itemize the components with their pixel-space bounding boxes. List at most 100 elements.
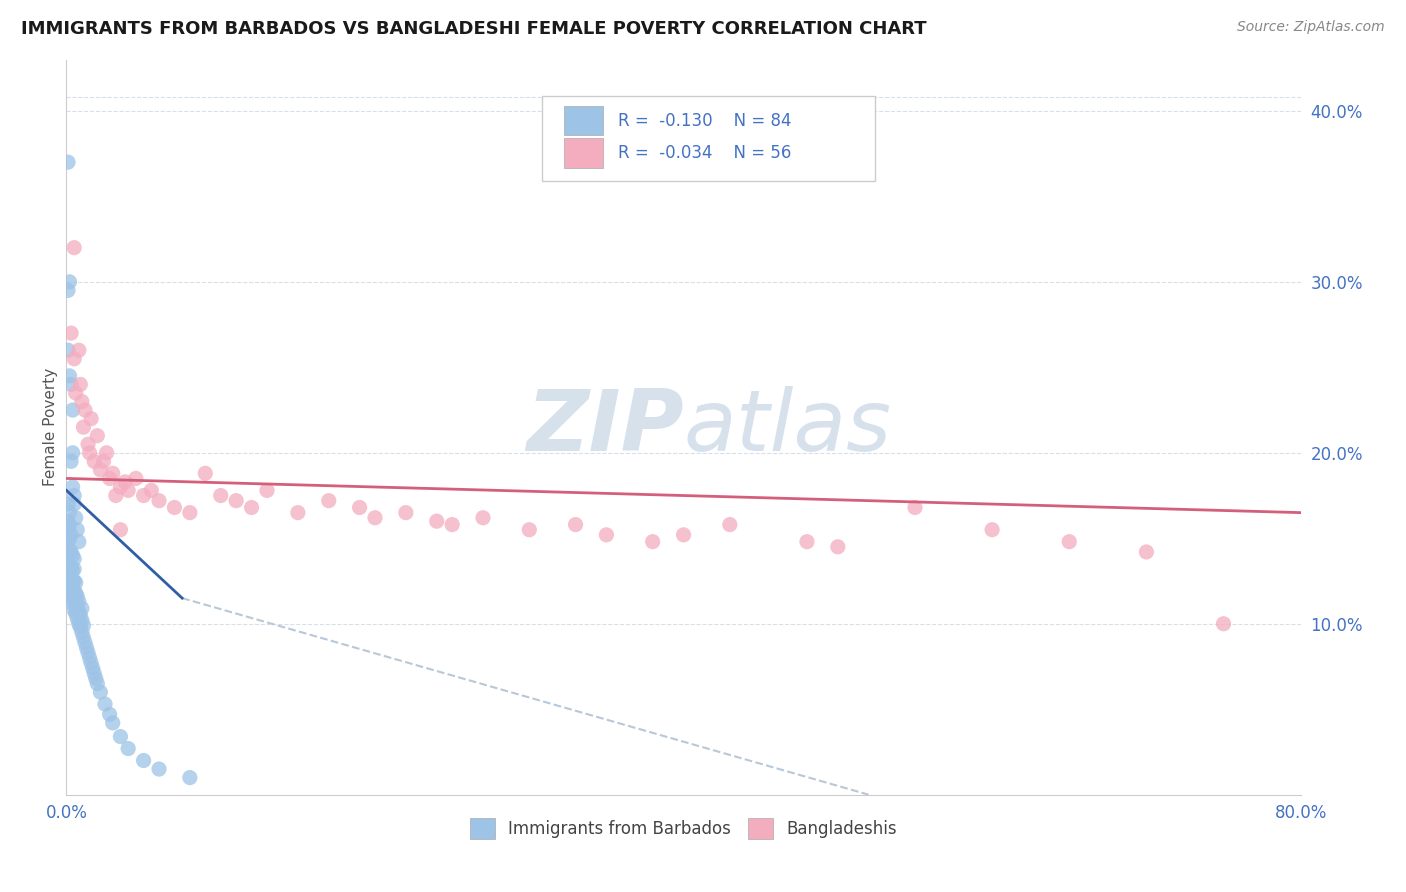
- Point: [364, 510, 387, 524]
- Point: [110, 730, 132, 744]
- Point: [117, 741, 139, 756]
- Point: [67, 534, 90, 549]
- Point: [63, 497, 86, 511]
- Point: [132, 754, 155, 768]
- Point: [60, 591, 83, 606]
- Point: [981, 523, 1004, 537]
- Point: [60, 582, 83, 597]
- Point: [796, 534, 818, 549]
- Point: [93, 454, 115, 468]
- Point: [62, 586, 84, 600]
- Point: [163, 500, 186, 515]
- Point: [70, 613, 93, 627]
- Y-axis label: Female Poverty: Female Poverty: [44, 368, 58, 486]
- Point: [65, 575, 87, 590]
- Point: [1057, 534, 1080, 549]
- Point: [67, 343, 90, 358]
- Point: [56, 574, 79, 588]
- Point: [62, 596, 84, 610]
- Point: [60, 326, 83, 340]
- Point: [63, 562, 86, 576]
- Point: [76, 640, 98, 655]
- Text: IMMIGRANTS FROM BARBADOS VS BANGLADESHI FEMALE POVERTY CORRELATION CHART: IMMIGRANTS FROM BARBADOS VS BANGLADESHI …: [21, 20, 927, 37]
- Point: [110, 480, 132, 494]
- Point: [56, 566, 79, 580]
- Point: [70, 625, 93, 640]
- Point: [69, 377, 91, 392]
- Point: [66, 612, 89, 626]
- Point: [56, 343, 79, 358]
- Point: [148, 762, 170, 776]
- Point: [89, 463, 111, 477]
- Point: [62, 480, 84, 494]
- Point: [70, 601, 93, 615]
- Point: [641, 534, 664, 549]
- Point: [98, 707, 121, 722]
- Point: [66, 601, 89, 615]
- Bar: [564, 106, 603, 136]
- Point: [827, 540, 849, 554]
- Text: R =  -0.130    N = 84: R = -0.130 N = 84: [619, 112, 792, 129]
- Point: [141, 483, 163, 498]
- Point: [58, 275, 80, 289]
- Point: [56, 514, 79, 528]
- Point: [62, 574, 84, 588]
- Point: [564, 517, 586, 532]
- Point: [73, 403, 96, 417]
- Point: [94, 697, 117, 711]
- Point: [65, 598, 87, 612]
- Point: [426, 514, 449, 528]
- Point: [56, 549, 79, 563]
- Point: [58, 557, 80, 571]
- Text: ZIP: ZIP: [526, 385, 683, 468]
- Point: [82, 661, 104, 675]
- FancyBboxPatch shape: [541, 96, 875, 181]
- Point: [101, 467, 124, 481]
- Point: [256, 483, 278, 498]
- Point: [60, 545, 83, 559]
- Point: [56, 284, 79, 298]
- Point: [225, 493, 247, 508]
- Point: [441, 517, 464, 532]
- Point: [672, 528, 695, 542]
- Point: [72, 618, 94, 632]
- Point: [517, 523, 540, 537]
- Point: [58, 368, 80, 383]
- Point: [63, 574, 86, 588]
- Point: [472, 510, 495, 524]
- Text: atlas: atlas: [683, 385, 891, 468]
- Point: [98, 471, 121, 485]
- Point: [60, 571, 83, 585]
- Point: [86, 428, 108, 442]
- Point: [67, 616, 90, 631]
- Point: [83, 666, 105, 681]
- Point: [56, 497, 79, 511]
- Point: [65, 386, 87, 401]
- Point: [179, 771, 201, 785]
- Point: [114, 475, 136, 489]
- Point: [62, 564, 84, 578]
- Point: [595, 528, 617, 542]
- Point: [395, 506, 418, 520]
- Point: [58, 506, 80, 520]
- Point: [58, 543, 80, 558]
- Point: [194, 467, 217, 481]
- Point: [240, 500, 263, 515]
- Point: [65, 586, 87, 600]
- Point: [62, 403, 84, 417]
- Point: [104, 489, 127, 503]
- Point: [65, 510, 87, 524]
- Point: [904, 500, 927, 515]
- Point: [60, 377, 83, 392]
- Point: [63, 489, 86, 503]
- Point: [60, 528, 83, 542]
- Point: [58, 569, 80, 583]
- Text: Source: ZipAtlas.com: Source: ZipAtlas.com: [1237, 20, 1385, 34]
- Point: [77, 437, 100, 451]
- Point: [69, 608, 91, 623]
- Point: [56, 155, 79, 169]
- Point: [1212, 616, 1234, 631]
- Point: [62, 446, 84, 460]
- Point: [86, 676, 108, 690]
- Point: [72, 420, 94, 434]
